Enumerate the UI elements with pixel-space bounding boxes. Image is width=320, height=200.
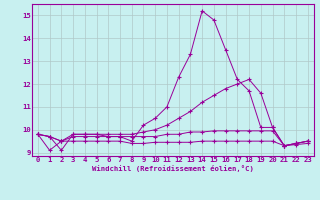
- X-axis label: Windchill (Refroidissement éolien,°C): Windchill (Refroidissement éolien,°C): [92, 165, 254, 172]
